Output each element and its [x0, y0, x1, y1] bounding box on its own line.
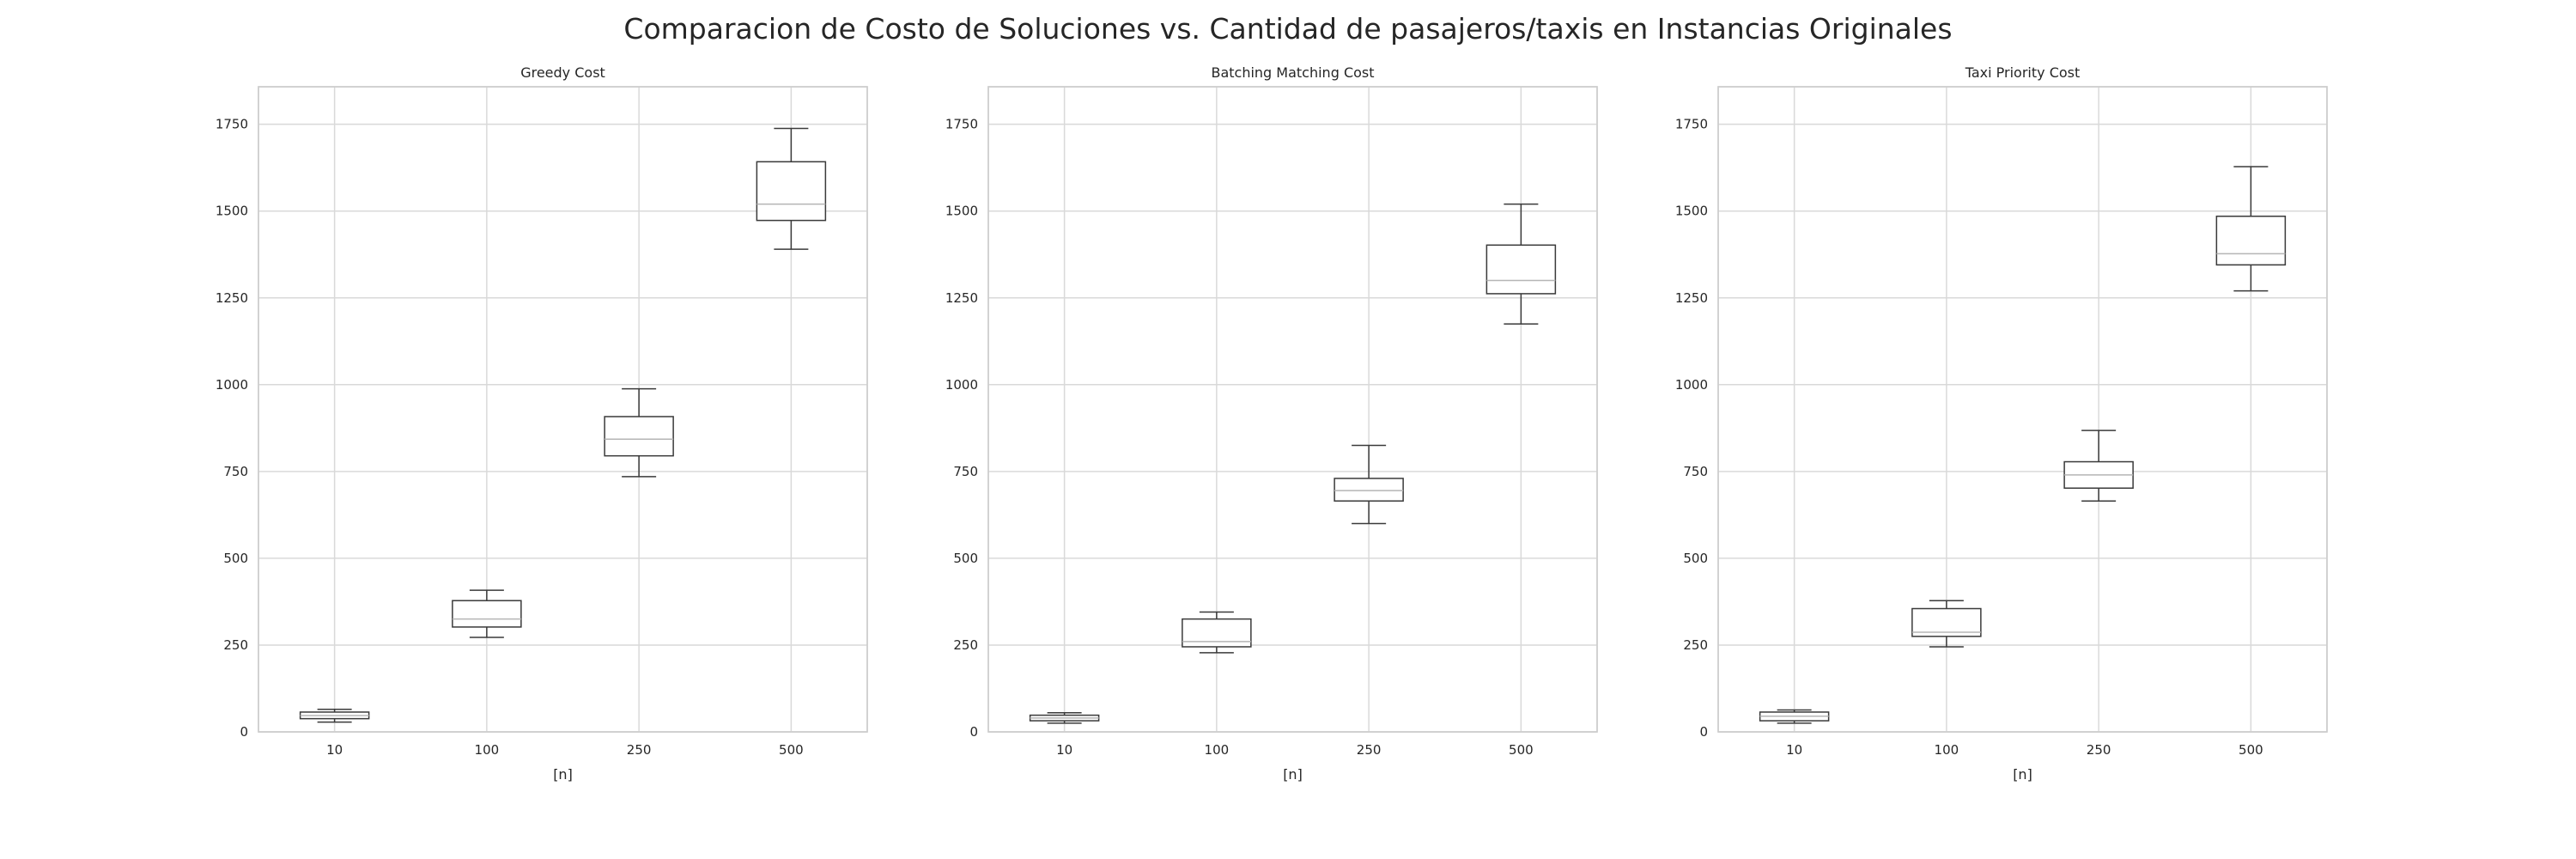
x-tick-label: 10 [1056, 742, 1072, 758]
plot-area-2 [987, 86, 1598, 733]
y-tick-label: 1500 [216, 204, 248, 219]
y-tick-label: 250 [223, 637, 248, 653]
y-tick-label: 0 [969, 724, 978, 740]
y-tick-label: 1500 [1675, 204, 1708, 219]
x-tick-label: 250 [1357, 742, 1382, 758]
y-tick-label: 1750 [1675, 117, 1708, 132]
y-tick-label: 1000 [1675, 377, 1708, 393]
panel-title: Greedy Cost [520, 64, 605, 81]
x-tick-label: 10 [326, 742, 343, 758]
box-500 [2215, 216, 2287, 266]
plot-frame [987, 86, 1598, 733]
y-tick-label: 1000 [216, 377, 248, 393]
y-tick-label: 500 [953, 551, 978, 566]
plot-area-3 [1717, 86, 2328, 733]
x-tick-label: 100 [475, 742, 500, 758]
y-tick-label: 750 [223, 464, 248, 479]
y-tick-label: 500 [1683, 551, 1708, 566]
x-axis-label: [n] [1283, 766, 1303, 783]
x-tick-label: 10 [1786, 742, 1802, 758]
box-500 [756, 161, 827, 222]
y-tick-label: 250 [953, 637, 978, 653]
y-tick-label: 250 [1683, 637, 1708, 653]
y-tick-label: 1250 [1675, 290, 1708, 306]
y-tick-label: 1250 [216, 290, 248, 306]
x-tick-label: 500 [2239, 742, 2263, 758]
y-tick-label: 500 [223, 551, 248, 566]
x-tick-label: 500 [779, 742, 804, 758]
panel-title: Batching Matching Cost [1211, 64, 1374, 81]
box-250 [1334, 478, 1404, 502]
box-100 [1182, 618, 1252, 648]
x-tick-label: 100 [1935, 742, 1959, 758]
y-tick-label: 1750 [216, 117, 248, 132]
plot-frame [1717, 86, 2328, 733]
figure-title: Comparacion de Costo de Soluciones vs. C… [623, 12, 1953, 46]
x-axis-label: [n] [553, 766, 573, 783]
y-tick-label: 1000 [945, 377, 978, 393]
y-tick-label: 1250 [945, 290, 978, 306]
x-tick-label: 250 [627, 742, 652, 758]
box-500 [1485, 244, 1557, 295]
x-tick-label: 100 [1205, 742, 1230, 758]
y-tick-label: 750 [1683, 464, 1708, 479]
box-100 [452, 600, 522, 628]
y-tick-label: 0 [1699, 724, 1708, 740]
box-250 [604, 416, 674, 457]
y-tick-label: 1500 [945, 204, 978, 219]
x-axis-label: [n] [2013, 766, 2032, 783]
y-tick-label: 1750 [945, 117, 978, 132]
x-tick-label: 250 [2087, 742, 2111, 758]
plot-frame [258, 86, 868, 733]
y-tick-label: 750 [953, 464, 978, 479]
y-tick-label: 0 [240, 724, 248, 740]
panel-title: Taxi Priority Cost [1965, 64, 2081, 81]
x-tick-label: 500 [1509, 742, 1534, 758]
